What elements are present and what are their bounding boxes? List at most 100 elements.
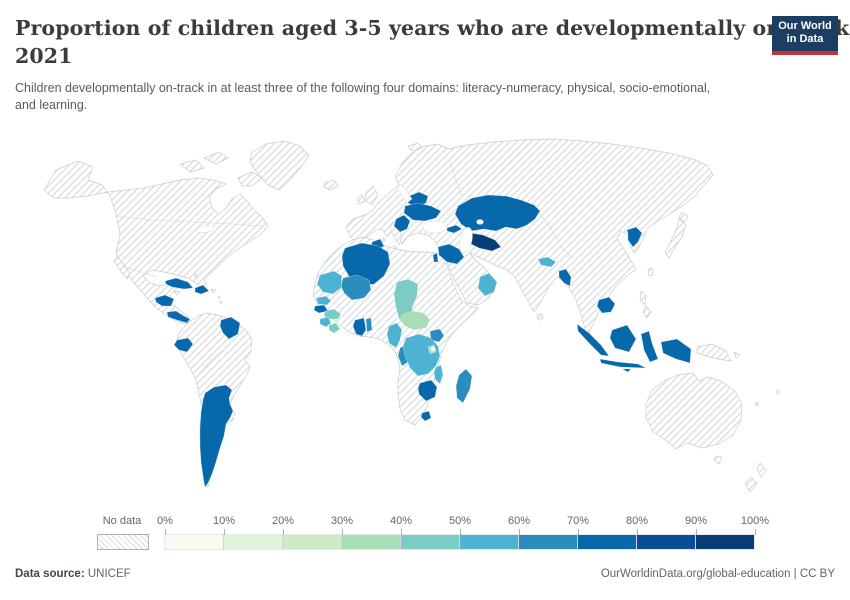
region-sierra-leone[interactable]: [319, 316, 332, 328]
landmass-fiji: [776, 390, 780, 394]
region-algeria[interactable]: [341, 242, 391, 287]
legend-bin[interactable]: [341, 534, 401, 550]
region-mauritania[interactable]: [316, 270, 343, 295]
legend-bin[interactable]: [400, 534, 460, 550]
data-source: Data source: UNICEF: [15, 568, 131, 580]
black-sea: [422, 220, 448, 234]
landmass-japan: [664, 218, 687, 259]
no-data-swatch[interactable]: [97, 534, 149, 550]
landmass-jamaica: [173, 290, 181, 296]
region-argentina-chile-paraguay-uruguay[interactable]: [199, 384, 234, 488]
region-indonesia-sulawesi[interactable]: [640, 330, 659, 363]
legend-tick-label: 40%: [389, 515, 413, 527]
region-indonesia-lesser-sunda[interactable]: [621, 368, 632, 373]
landmass-north-america: [43, 160, 269, 325]
page-title: Proportion of children aged 3-5 years wh…: [15, 14, 850, 70]
legend-bin[interactable]: [223, 534, 283, 550]
landmass-new-zealand-north: [756, 462, 767, 478]
region-north-korea[interactable]: [626, 226, 643, 248]
region-costa-rica-panama[interactable]: [166, 310, 191, 324]
region-belarus[interactable]: [407, 191, 429, 208]
legend-tick: [696, 529, 697, 535]
title-line-1: Proportion of children aged 3-5 years wh…: [15, 16, 850, 40]
landmass-baja-california: [113, 256, 131, 280]
region-central-african-republic[interactable]: [399, 310, 431, 331]
region-cameroon[interactable]: [386, 322, 403, 349]
landmass-hokkaido: [678, 211, 689, 223]
logo-line-2: in Data: [786, 33, 824, 45]
legend-bin[interactable]: [636, 534, 696, 550]
landmass-sardinia: [380, 237, 386, 243]
no-data-label: No data: [102, 515, 142, 527]
lake-victoria: [430, 346, 436, 352]
legend-tick: [165, 529, 166, 535]
region-dominican-republic[interactable]: [194, 284, 210, 295]
owid-logo[interactable]: Our World in Data: [772, 16, 838, 55]
region-madagascar[interactable]: [455, 368, 473, 404]
landmass-tasmania: [713, 455, 723, 465]
region-serbia-montenegro-north-macedonia[interactable]: [393, 214, 411, 233]
region-cambodia[interactable]: [596, 296, 616, 314]
region-senegal[interactable]: [315, 295, 332, 306]
border-brazil-west: [195, 349, 225, 379]
legend-tick: [637, 529, 638, 535]
legend-tick-label: 100%: [740, 515, 770, 527]
legend-color-bar[interactable]: [164, 534, 755, 550]
region-oman[interactable]: [477, 272, 498, 297]
region-ukraine[interactable]: [403, 202, 442, 222]
region-lesotho[interactable]: [420, 410, 432, 422]
region-mali[interactable]: [340, 274, 372, 301]
world-map[interactable]: [0, 135, 850, 512]
legend-tick-label: 90%: [684, 515, 708, 527]
landmass-new-caledonia: [755, 402, 759, 406]
legend-bin[interactable]: [282, 534, 342, 550]
region-nepal[interactable]: [537, 256, 557, 268]
region-zimbabwe[interactable]: [417, 379, 438, 402]
border-russia-south: [448, 159, 463, 197]
credit-link[interactable]: OurWorldinData.org/global-education | CC…: [600, 568, 835, 580]
landmass-new-britain: [733, 351, 741, 359]
region-cuba[interactable]: [164, 277, 194, 290]
landmass-australia: [645, 372, 743, 450]
legend-bin[interactable]: [577, 534, 637, 550]
legend-tick: [460, 529, 461, 535]
legend-bin[interactable]: [695, 534, 755, 550]
region-palestine[interactable]: [432, 252, 439, 263]
region-indonesia-papua[interactable]: [660, 338, 692, 364]
region-indonesia-java[interactable]: [599, 358, 647, 369]
region-gambia-guinea-bissau[interactable]: [313, 304, 329, 314]
region-iraq[interactable]: [437, 243, 465, 265]
landmass-philippines-south: [642, 305, 652, 319]
region-malawi[interactable]: [433, 364, 444, 385]
region-guyana-suriname[interactable]: [219, 316, 241, 340]
border-us-mexico: [121, 265, 159, 278]
landmass-ireland: [356, 194, 366, 205]
subtitle: Children developmentally on-track in at …: [15, 81, 711, 112]
region-dr-congo[interactable]: [402, 333, 441, 377]
region-ghana[interactable]: [352, 317, 367, 337]
legend-tick-label: 30%: [330, 515, 354, 527]
landmass-taiwan: [647, 267, 654, 277]
landmass-sri-lanka: [536, 313, 544, 321]
legend-tick-label: 70%: [566, 515, 590, 527]
region-guinea[interactable]: [323, 308, 342, 320]
legend-bin[interactable]: [459, 534, 519, 550]
region-indonesia-sumatra[interactable]: [576, 323, 610, 357]
legend-bin[interactable]: [518, 534, 578, 550]
region-indonesia-borneo[interactable]: [609, 324, 637, 353]
landmass-greenland: [249, 140, 310, 191]
landmass-arctic-island-1: [203, 151, 229, 165]
region-togo-benin[interactable]: [365, 317, 373, 333]
region-georgia[interactable]: [446, 224, 463, 234]
aral-sea: [476, 219, 484, 225]
landmass-philippines-north: [639, 290, 647, 306]
legend-tick-label: 10%: [212, 515, 236, 527]
border-us-canada: [115, 215, 263, 227]
region-liberia[interactable]: [328, 322, 341, 334]
legend-bin[interactable]: [164, 534, 224, 550]
region-ecuador[interactable]: [173, 337, 194, 353]
region-honduras[interactable]: [154, 294, 175, 307]
region-bangladesh[interactable]: [558, 268, 572, 287]
legend-tick-label: 80%: [625, 515, 649, 527]
